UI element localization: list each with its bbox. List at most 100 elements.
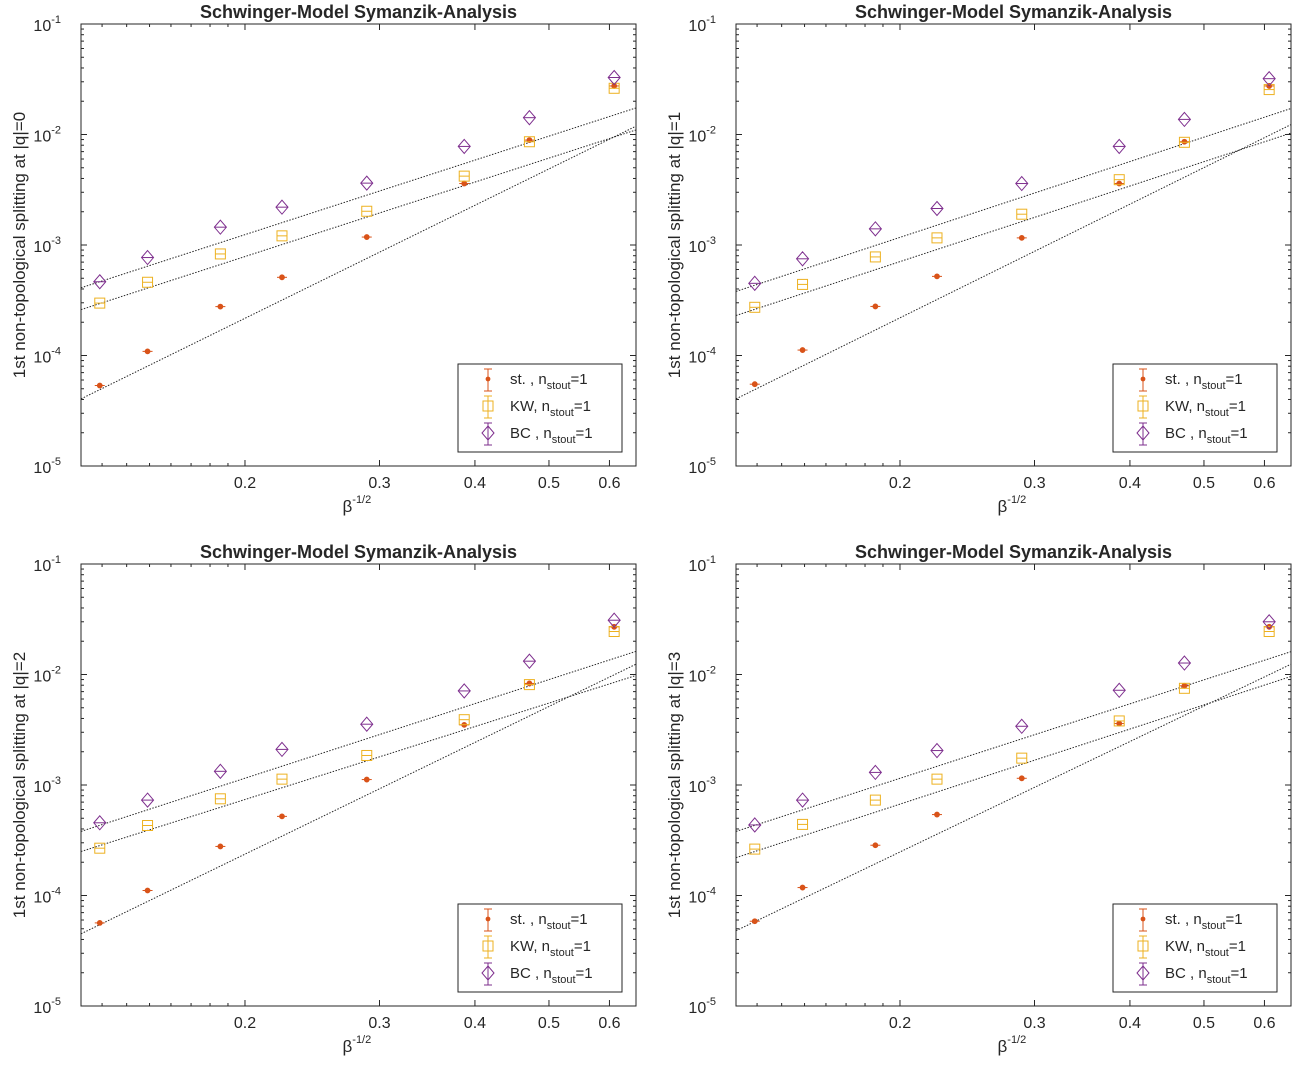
data-point-2 xyxy=(607,69,621,86)
y-tick-exp: -3 xyxy=(51,235,61,247)
x-tick-label: 0.6 xyxy=(1253,475,1275,492)
y-tick-label: 10-4 xyxy=(688,886,716,907)
y-tick-label: 10-1 xyxy=(688,554,716,575)
x-axis-label-base: β xyxy=(343,1037,353,1056)
x-tick-label: 0.4 xyxy=(1119,475,1141,492)
data-point-0 xyxy=(1116,180,1123,187)
data-point-1 xyxy=(361,205,373,217)
data-point-2 xyxy=(360,175,374,191)
data-point-1 xyxy=(797,818,809,830)
data-point-1 xyxy=(1178,682,1190,694)
y-tick-exp: -1 xyxy=(706,554,716,566)
data-point-1 xyxy=(361,749,373,761)
y-tick-base: 10 xyxy=(688,890,706,907)
y-tick-label: 10-5 xyxy=(688,456,716,477)
data-point-1 xyxy=(608,82,620,94)
y-tick-exp: -5 xyxy=(51,996,61,1008)
y-axis-label: 1st non-topological splitting at |q|=2 xyxy=(10,652,29,918)
x-tick-label: 0.6 xyxy=(598,475,620,492)
y-tick-base: 10 xyxy=(688,558,706,575)
data-point-2 xyxy=(1177,655,1192,671)
legend-name-tail: =1 xyxy=(571,911,588,928)
data-point-2 xyxy=(522,109,537,126)
data-point-0 xyxy=(799,347,806,353)
data-point-0 xyxy=(1018,234,1025,241)
chart-title: Schwinger-Model Symanzik-Analysis xyxy=(200,2,517,22)
data-point-1 xyxy=(1263,84,1275,96)
legend-entry-2: BC , nstout=1 xyxy=(1165,425,1248,446)
y-tick-label: 10-4 xyxy=(33,886,61,907)
data-point-2 xyxy=(140,249,155,266)
legend-name-sub: stout xyxy=(550,407,574,419)
legend-name-sub: stout xyxy=(1205,947,1229,959)
fit-line-2 xyxy=(736,651,1291,832)
data-point-0 xyxy=(96,382,103,389)
y-tick-base: 10 xyxy=(688,779,706,796)
data-point-2 xyxy=(748,817,762,833)
data-point-0 xyxy=(461,180,468,187)
legend-name-sub: stout xyxy=(1205,407,1229,419)
chart-title: Schwinger-Model Symanzik-Analysis xyxy=(855,542,1172,562)
legend-name: BC , n xyxy=(510,425,552,442)
data-point-2 xyxy=(275,199,289,215)
data-point-1 xyxy=(214,248,226,260)
legend-marker xyxy=(1136,425,1150,441)
y-tick-label: 10-1 xyxy=(33,14,61,35)
y-tick-base: 10 xyxy=(688,18,706,35)
legend-marker xyxy=(1140,916,1146,922)
x-axis-label: β-1/2 xyxy=(998,494,1027,516)
fit-line-2 xyxy=(736,107,1291,292)
legend-name: KW, n xyxy=(1165,398,1205,415)
data-point-0 xyxy=(934,811,940,818)
legend-marker xyxy=(1140,376,1146,382)
data-point-2 xyxy=(522,653,537,669)
y-tick-base: 10 xyxy=(33,1000,51,1017)
x-tick-label: 0.2 xyxy=(889,1015,911,1032)
fit-line-2 xyxy=(81,650,636,832)
legend-name-tail: =1 xyxy=(1231,965,1248,982)
y-tick-label: 10-3 xyxy=(688,775,716,796)
y-tick-label: 10-3 xyxy=(33,235,61,256)
legend-entry-0: st. , nstout=1 xyxy=(1165,911,1243,932)
legend-name: KW, n xyxy=(1165,938,1205,955)
data-point-0 xyxy=(751,381,758,388)
legend-name-sub: stout xyxy=(547,920,571,932)
y-tick-label: 10-2 xyxy=(33,665,61,686)
y-tick-exp: -4 xyxy=(51,346,61,358)
y-tick-base: 10 xyxy=(688,669,706,686)
legend-marker xyxy=(481,965,495,981)
y-tick-label: 10-4 xyxy=(33,346,61,367)
data-point-2 xyxy=(93,273,107,290)
legend: st. , nstout=1KW, nstout=1BC , nstout=1 xyxy=(457,363,623,453)
legend-marker xyxy=(1137,940,1149,952)
data-point-0 xyxy=(279,274,285,281)
x-tick-label: 0.5 xyxy=(1193,1015,1215,1032)
y-tick-label: 10-2 xyxy=(688,665,716,686)
data-point-0 xyxy=(217,303,224,310)
legend-marker xyxy=(485,916,491,922)
chart-panel-2: 10-510-410-310-210-10.2 0.3 0.4 0.5 0.6Schwi… xyxy=(10,542,637,1056)
x-axis-label: β-1/2 xyxy=(343,494,372,516)
data-point-2 xyxy=(748,275,762,292)
x-tick-label: 0.2 xyxy=(234,475,256,492)
y-tick-base: 10 xyxy=(33,558,51,575)
legend-name: BC , n xyxy=(1165,965,1207,982)
legend-name: st. , n xyxy=(1165,911,1202,928)
data-point-1 xyxy=(1263,625,1275,637)
y-tick-exp: -3 xyxy=(706,235,716,247)
data-point-1 xyxy=(869,794,881,806)
legend-name-sub: stout xyxy=(1202,920,1226,932)
data-point-2 xyxy=(275,741,289,758)
data-point-1 xyxy=(458,170,470,182)
data-point-2 xyxy=(140,792,155,808)
legend-name-tail: =1 xyxy=(574,938,591,955)
data-point-1 xyxy=(142,276,154,288)
x-axis-label-base: β xyxy=(343,497,353,516)
fit-line-0 xyxy=(81,125,636,400)
y-tick-exp: -3 xyxy=(51,775,61,787)
data-point-1 xyxy=(1178,136,1190,148)
legend-name-tail: =1 xyxy=(576,425,593,442)
fit-line-1 xyxy=(81,674,636,853)
legend-marker xyxy=(482,940,494,952)
legend-entry-1: KW, nstout=1 xyxy=(510,398,591,419)
